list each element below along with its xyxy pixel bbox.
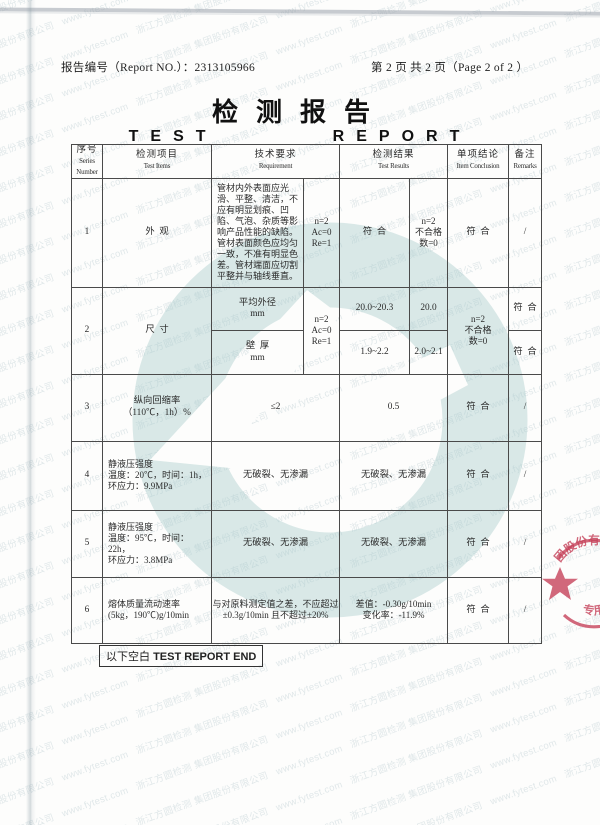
svg-text:专用: 专用 — [582, 602, 600, 618]
svg-text:团股份有限公司: 团股份有限公司 — [551, 533, 600, 564]
